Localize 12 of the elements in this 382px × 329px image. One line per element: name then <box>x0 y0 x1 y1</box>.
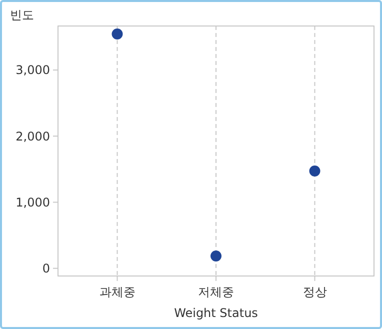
x-tick-label: 정상 <box>302 285 327 299</box>
y-tick-label: 3,000 <box>16 63 50 78</box>
x-tick-label: 저체중 <box>198 285 234 299</box>
y-tick-label: 1,000 <box>16 195 50 210</box>
point <box>112 28 123 40</box>
y-axis-title: 빈도 <box>10 8 34 22</box>
x-tick-label: 과체중 <box>99 285 136 299</box>
y-tick-label: 2,000 <box>16 129 50 144</box>
x-axis-title: Weight Status <box>174 306 258 320</box>
point <box>309 166 320 177</box>
y-tick-label: 0 <box>42 262 50 276</box>
point <box>210 250 222 262</box>
